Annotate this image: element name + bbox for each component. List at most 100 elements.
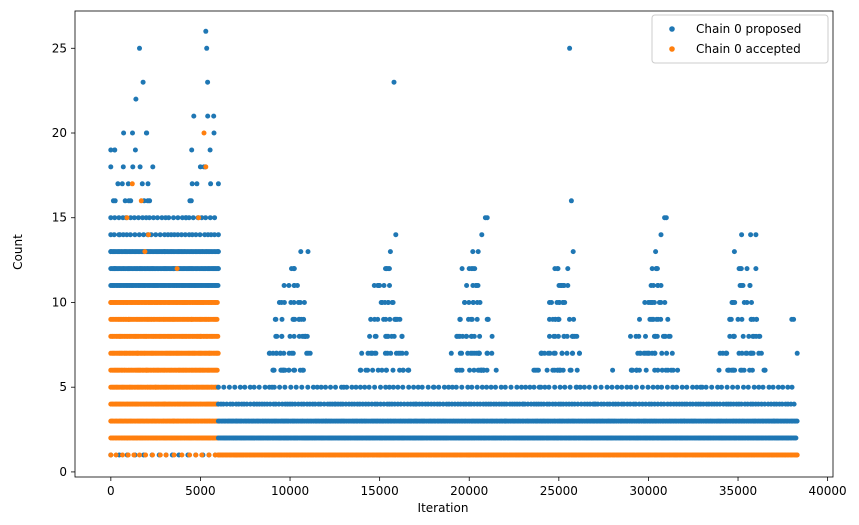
point [542,384,548,390]
point [484,316,490,322]
point [353,384,359,390]
point-0-14 [323,418,329,424]
dense-band-7 [108,418,220,424]
point [145,181,151,187]
point [140,215,146,221]
point [382,350,388,356]
point [232,384,238,390]
dense-band-17 [215,418,800,424]
point [383,316,389,322]
point-1-24 [203,164,209,170]
point [281,283,287,288]
point-0-43 [628,333,633,339]
point [639,384,645,390]
point [567,316,572,322]
point-1-29 [174,266,180,272]
point [659,350,665,356]
point [446,384,452,390]
point [406,384,412,390]
point [557,384,563,390]
point-0-34 [547,350,553,356]
point [466,300,472,305]
point-0-60 [203,28,209,34]
point [397,367,403,373]
point [633,401,639,407]
point [514,384,520,390]
point [661,401,667,407]
point [546,384,552,390]
point [552,350,558,356]
point [609,384,615,390]
point-0-36 [565,283,571,288]
point [562,384,568,390]
point [273,333,279,339]
point [756,384,762,390]
point-0-57 [133,96,139,102]
point [555,266,561,272]
point [581,384,587,390]
point [436,384,442,390]
y-tick-label-3: 15 [52,211,67,225]
point [650,300,655,305]
point-0-50 [735,316,741,322]
point-1-3 [135,350,141,356]
point-0-48 [699,384,705,390]
point [754,316,759,322]
point [387,283,392,288]
point [211,113,217,119]
point-0-79 [470,249,476,255]
point-0-76 [384,266,390,272]
point [741,300,747,305]
point [136,232,142,238]
point-0-71 [111,266,117,272]
point [619,384,625,390]
dense-band-1 [108,266,221,272]
point [549,300,554,305]
point [462,300,467,305]
point [558,283,564,288]
point-0-16 [341,384,347,390]
point [460,333,466,339]
point [221,384,227,390]
point-0-74 [301,300,307,305]
point [598,384,604,390]
point [390,367,396,373]
point [604,384,610,390]
point [794,418,800,424]
point-1-2 [126,316,132,322]
point-1-22 [138,198,144,204]
point [575,401,581,407]
point [715,384,721,390]
y-axis-label: Count [11,234,25,270]
point-0-47 [681,418,687,424]
point [644,350,650,356]
point [155,215,160,221]
point [128,215,134,221]
point [120,452,125,458]
point [366,384,372,390]
dense-band-15 [108,452,218,458]
point [369,350,375,356]
point [725,367,731,373]
point [191,113,197,119]
point-1-11 [206,350,212,356]
point-0-87 [658,232,664,238]
legend-label-accepted: Chain 0 accepted [696,42,801,56]
point [383,333,389,339]
point [481,367,486,373]
point [643,367,649,373]
point-0-75 [371,283,377,288]
point [281,350,287,356]
point [289,350,295,356]
point [466,316,471,322]
point [224,401,230,407]
point [743,350,749,356]
point [212,232,217,238]
point-1-8 [180,300,185,305]
point [679,384,685,390]
point [760,384,766,390]
point-0-12 [296,316,302,322]
point [277,384,283,390]
point [469,350,475,356]
point [738,401,744,407]
